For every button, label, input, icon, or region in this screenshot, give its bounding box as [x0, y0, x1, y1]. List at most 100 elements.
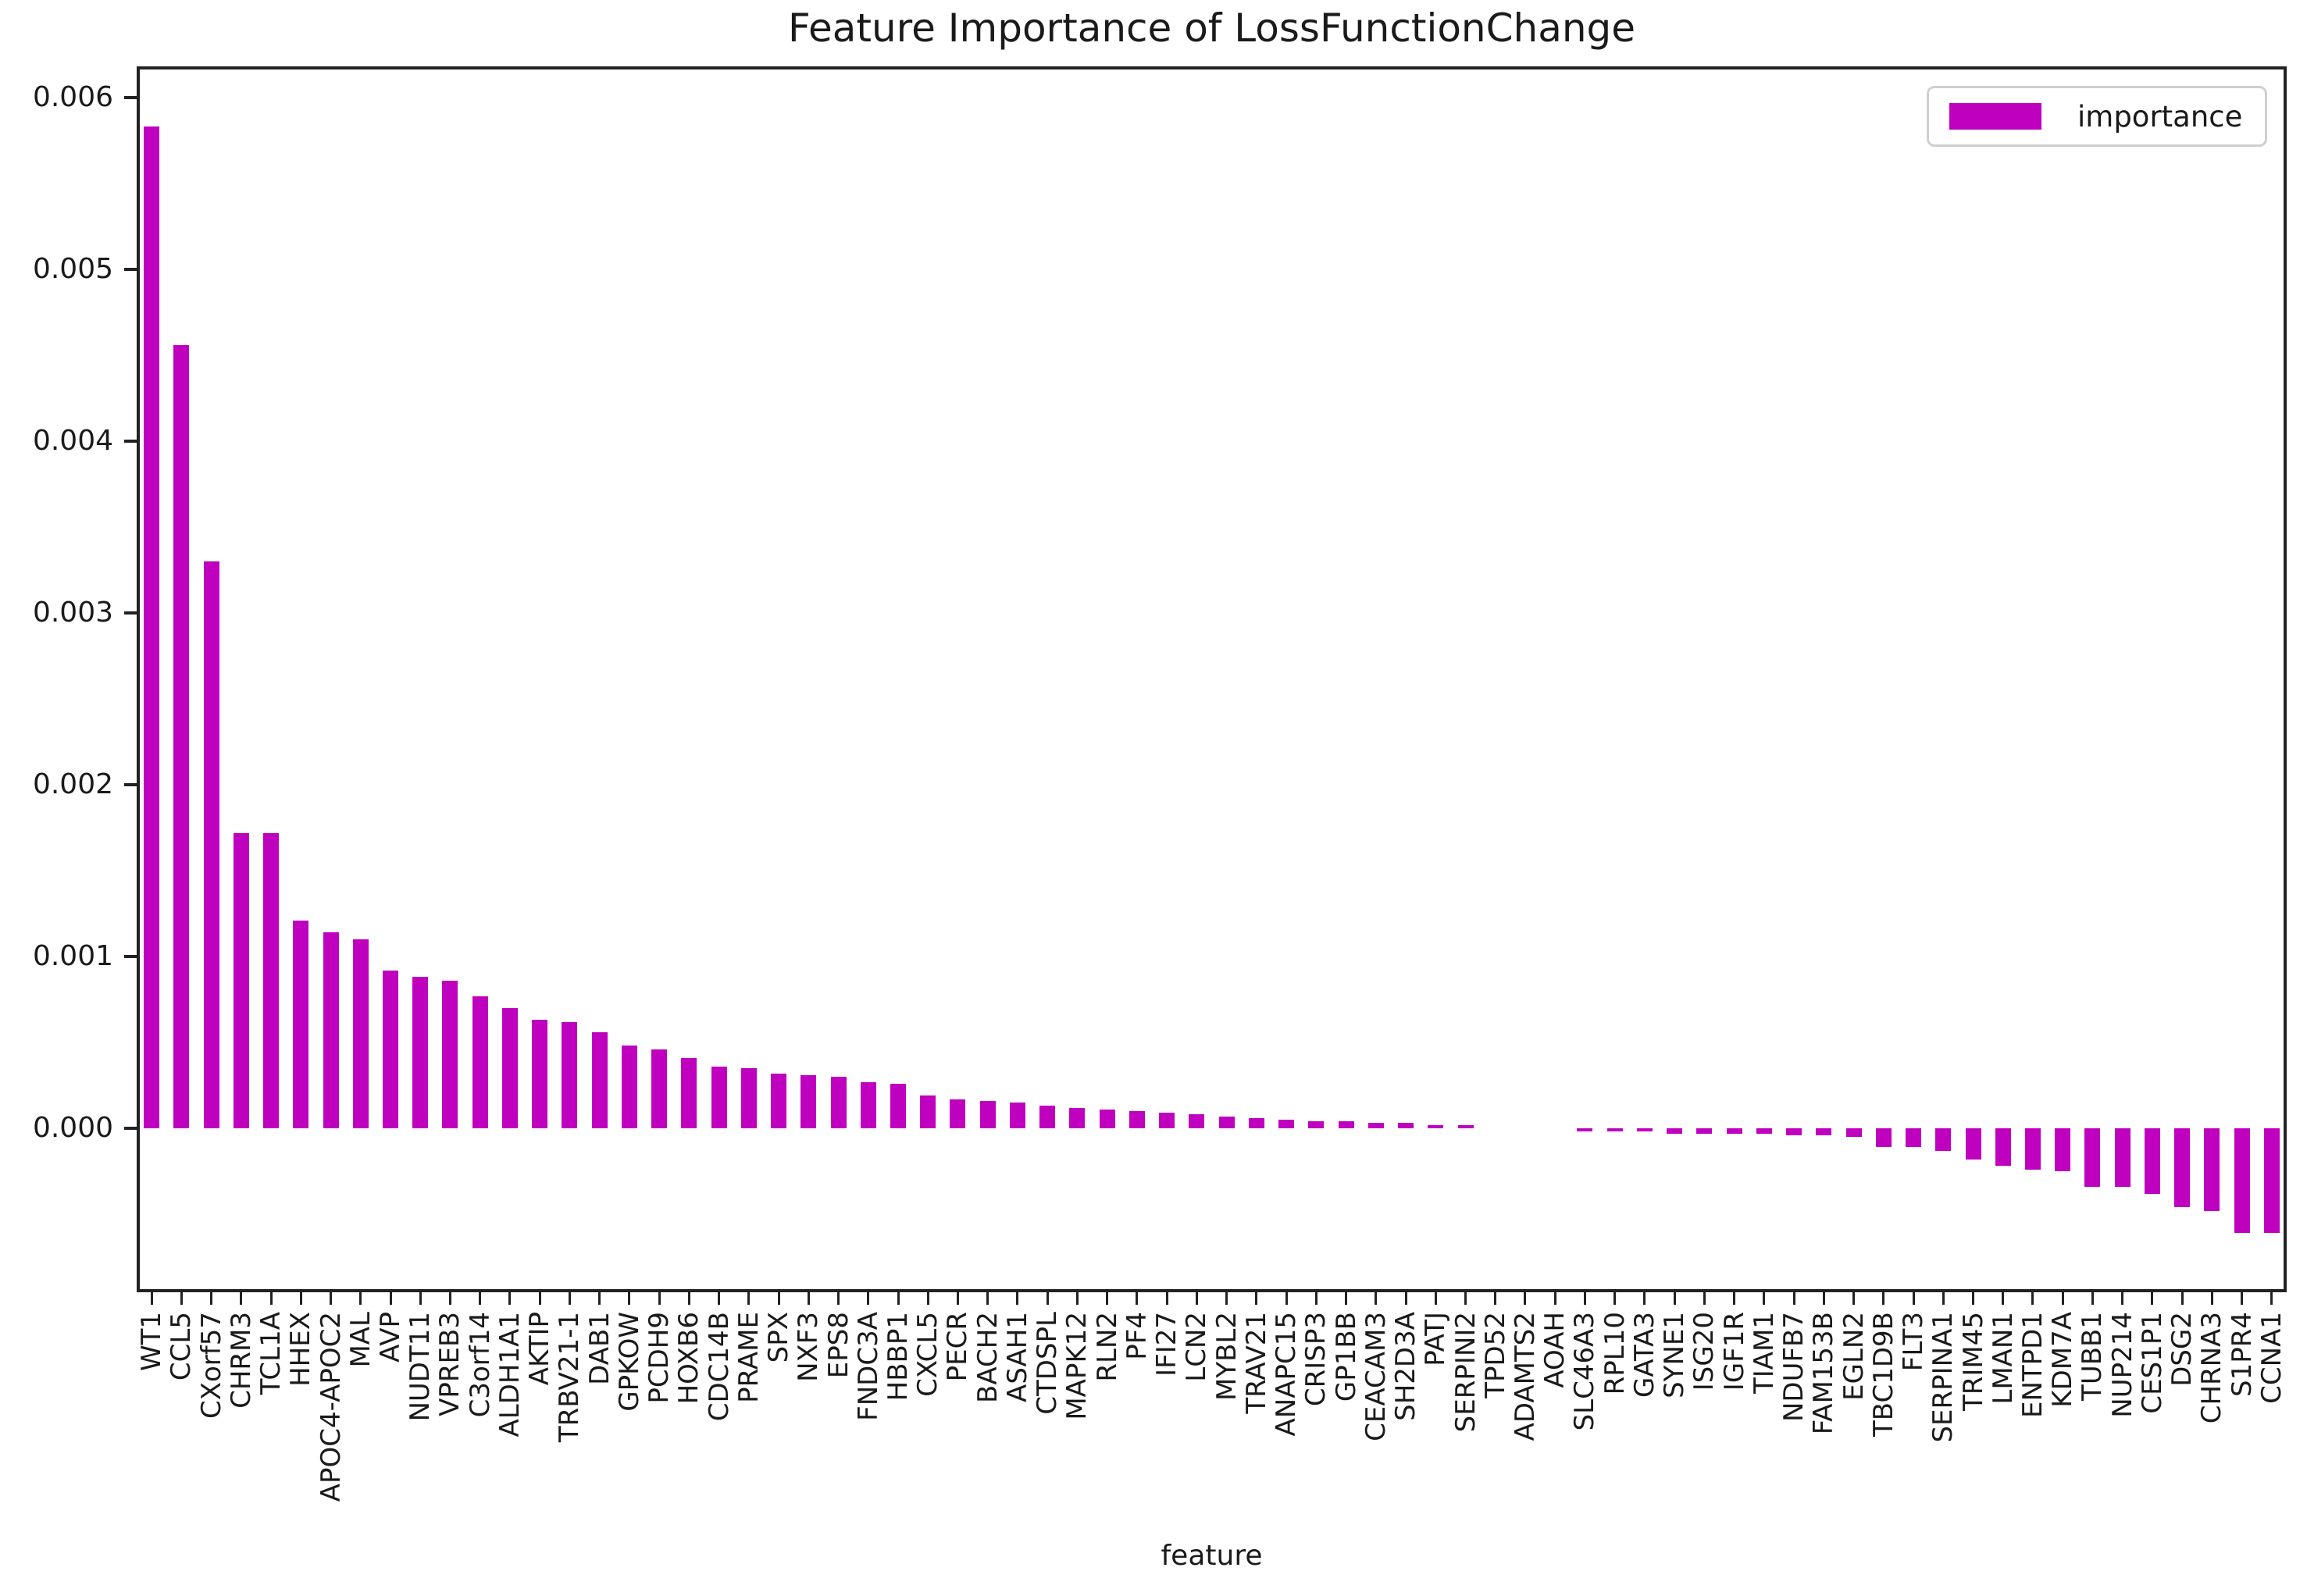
- x-tick: [687, 1292, 690, 1305]
- importance-bar: [591, 1031, 608, 1128]
- x-tick-label: CTDSPL: [1032, 1312, 1064, 1415]
- x-tick-label: FLT3: [1898, 1312, 1930, 1372]
- x-tick: [1524, 1292, 1527, 1305]
- x-tick-label: ISG20: [1688, 1312, 1720, 1391]
- x-tick-label: CDC14B: [703, 1312, 735, 1422]
- importance-bar: [501, 1008, 518, 1128]
- importance-bar: [711, 1066, 727, 1128]
- importance-bar: [2144, 1128, 2160, 1194]
- x-axis-title: feature: [1161, 1540, 1263, 1572]
- importance-bar: [681, 1057, 697, 1128]
- importance-bar: [1906, 1128, 1922, 1148]
- x-tick: [1912, 1292, 1915, 1305]
- importance-bar: [383, 970, 398, 1128]
- x-tick: [1165, 1292, 1168, 1305]
- importance-bar: [1816, 1128, 1832, 1135]
- x-tick: [1553, 1292, 1556, 1305]
- importance-bar: [1248, 1117, 1264, 1128]
- x-tick: [240, 1292, 243, 1305]
- x-tick-label: GP1BB: [1330, 1312, 1362, 1402]
- x-tick-label: S1PR4: [2226, 1312, 2258, 1397]
- x-tick-label: AKTIP: [524, 1312, 556, 1386]
- x-tick-label: CCNA1: [2255, 1312, 2287, 1404]
- x-tick-label: CXorf57: [195, 1312, 227, 1420]
- plot-area: [137, 66, 2287, 1292]
- x-tick-label: TBC1D9B: [1867, 1312, 1899, 1437]
- x-tick: [1464, 1292, 1467, 1305]
- x-tick-label: WT1: [136, 1312, 168, 1372]
- x-tick: [568, 1292, 571, 1305]
- x-tick-label: FAM153B: [1808, 1312, 1840, 1435]
- x-tick: [210, 1292, 213, 1305]
- x-tick-label: AVP: [375, 1312, 406, 1363]
- x-tick: [150, 1292, 153, 1305]
- x-tick: [1314, 1292, 1318, 1305]
- importance-bar: [1577, 1128, 1593, 1132]
- x-tick: [2180, 1292, 2184, 1305]
- importance-bar: [771, 1073, 787, 1128]
- importance-bar: [1009, 1103, 1025, 1128]
- y-tick: [124, 1127, 137, 1130]
- importance-bar: [1696, 1128, 1713, 1134]
- x-tick: [448, 1292, 451, 1305]
- importance-bar: [412, 977, 429, 1128]
- importance-bar: [950, 1099, 966, 1128]
- x-tick-label: SH2D3A: [1390, 1312, 1422, 1421]
- x-tick-label: IFI27: [1151, 1312, 1183, 1377]
- x-tick-label: NDUFB7: [1778, 1312, 1810, 1423]
- x-tick-label: C3orf14: [464, 1312, 496, 1418]
- importance-bar: [1845, 1128, 1862, 1137]
- x-tick-label: MAL: [344, 1312, 376, 1368]
- x-tick: [598, 1292, 601, 1305]
- x-tick-label: PECR: [942, 1312, 974, 1382]
- x-tick-label: SPX: [763, 1312, 795, 1363]
- x-tick-label: PRAME: [733, 1312, 765, 1403]
- importance-bar: [1995, 1128, 2011, 1167]
- importance-bar: [1726, 1128, 1742, 1134]
- x-tick: [2210, 1292, 2213, 1305]
- x-tick-label: CEACAM3: [1360, 1312, 1392, 1441]
- importance-bar: [1278, 1120, 1295, 1128]
- x-tick-label: VPREB3: [434, 1312, 466, 1416]
- importance-bar: [740, 1068, 757, 1128]
- x-tick-label: IGF1R: [1718, 1312, 1750, 1391]
- x-tick: [1673, 1292, 1676, 1305]
- x-tick-label: FNDC3A: [852, 1312, 884, 1421]
- x-tick: [2241, 1292, 2244, 1305]
- importance-bar: [979, 1100, 996, 1128]
- x-tick: [1733, 1292, 1736, 1305]
- x-tick: [658, 1292, 661, 1305]
- x-tick: [1255, 1292, 1258, 1305]
- x-tick-label: TUBB1: [2077, 1312, 2109, 1401]
- x-tick: [2061, 1292, 2064, 1305]
- y-tick: [124, 440, 137, 443]
- importance-bar: [1756, 1128, 1772, 1134]
- x-tick: [1613, 1292, 1617, 1305]
- x-tick: [747, 1292, 751, 1305]
- importance-bar: [621, 1046, 637, 1128]
- x-tick: [837, 1292, 840, 1305]
- importance-bar: [1965, 1128, 1981, 1160]
- x-tick: [299, 1292, 302, 1305]
- x-tick-label: KDM7A: [2047, 1312, 2079, 1408]
- x-tick-label: PCDH9: [644, 1312, 676, 1404]
- x-tick: [479, 1292, 482, 1305]
- y-tick-label: 0.001: [32, 940, 113, 972]
- x-tick: [1822, 1292, 1825, 1305]
- importance-bar: [1667, 1128, 1683, 1134]
- x-tick: [419, 1292, 422, 1305]
- x-tick: [1106, 1292, 1109, 1305]
- x-tick: [1882, 1292, 1885, 1305]
- importance-bar: [2263, 1128, 2280, 1234]
- x-tick: [2151, 1292, 2154, 1305]
- importance-bar: [1367, 1123, 1384, 1128]
- x-tick-label: AOAH: [1539, 1312, 1571, 1388]
- importance-bar: [472, 996, 488, 1128]
- x-tick: [1345, 1292, 1348, 1305]
- importance-bar: [2024, 1128, 2041, 1170]
- y-tick-label: 0.003: [32, 597, 113, 629]
- x-tick-label: PATJ: [1420, 1312, 1452, 1366]
- importance-bar: [173, 344, 190, 1128]
- x-tick-label: SERPINI2: [1449, 1312, 1482, 1433]
